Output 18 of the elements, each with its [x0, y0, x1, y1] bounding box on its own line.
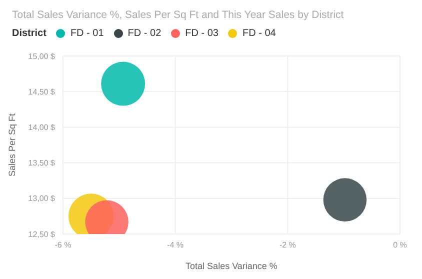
y-tick-label: 13,00 $ — [28, 194, 56, 204]
y-tick-label: 13,50 $ — [28, 158, 56, 168]
y-axis-title: Sales Per Sq Ft — [7, 112, 18, 177]
legend-label: FD - 03 — [184, 28, 218, 39]
y-tick-label: 15,00 $ — [28, 52, 56, 61]
x-tick-label: -4 % — [167, 240, 184, 250]
y-tick-label: 14,00 $ — [28, 123, 56, 132]
x-tick-label: 0 % — [393, 240, 407, 250]
legend-label: FD - 01 — [69, 28, 104, 39]
legend-label: FD - 04 — [241, 28, 276, 39]
legend-label: FD - 02 — [126, 28, 162, 39]
x-tick-label: -2 % — [279, 240, 296, 250]
y-tick-label: 14,50 $ — [28, 87, 56, 96]
chart-title: Total Sales Variance %, Sales Per Sq Ft and This Year Sales by District — [12, 9, 344, 21]
y-tick-label: 12,50 $ — [28, 230, 56, 239]
x-tick-label: -6 % — [54, 240, 72, 250]
x-axis-title: Total Sales Variance % — [186, 261, 278, 271]
legend-title: District — [12, 28, 46, 39]
